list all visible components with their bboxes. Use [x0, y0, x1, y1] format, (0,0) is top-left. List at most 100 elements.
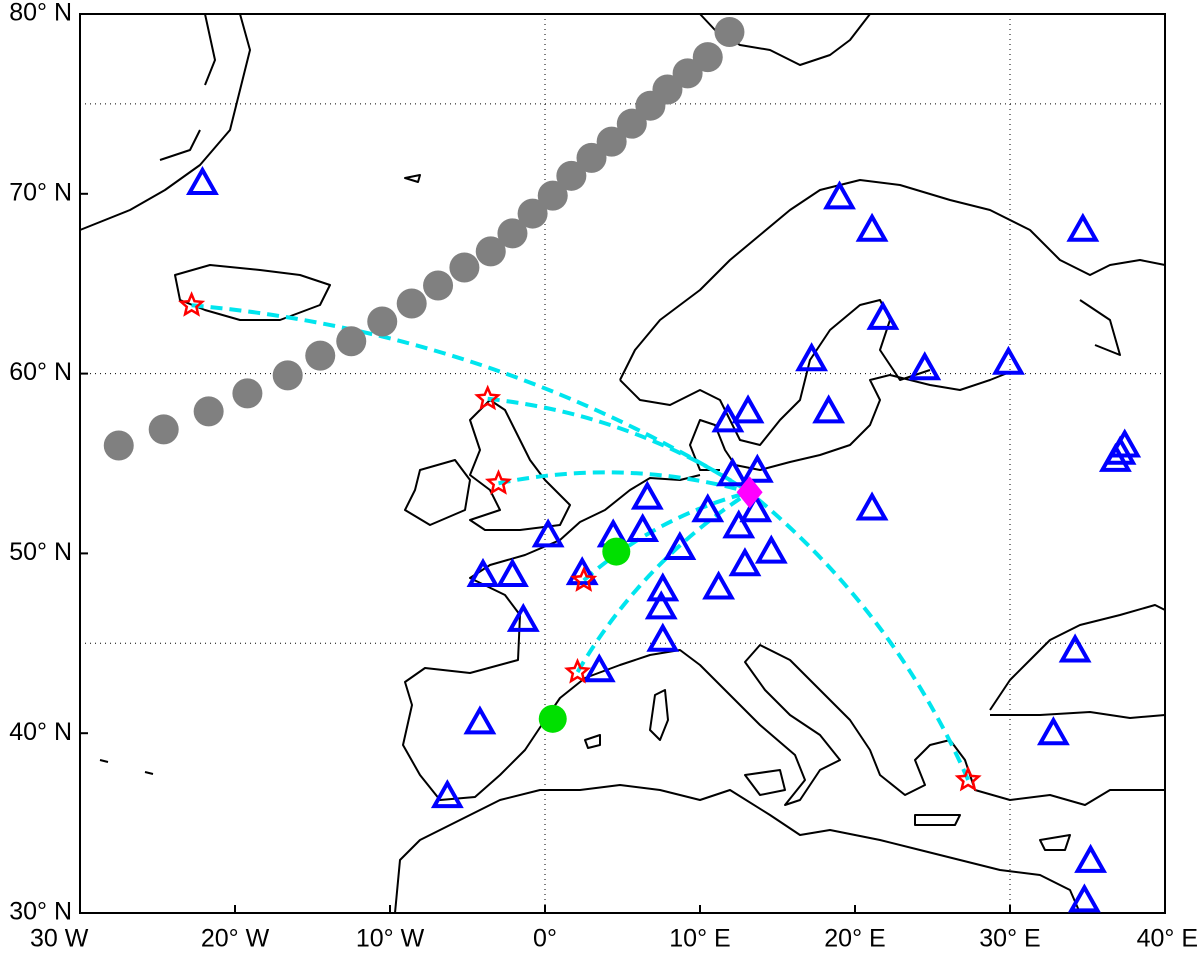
station: [463, 705, 497, 735]
green-point: [538, 704, 567, 733]
link: [575, 490, 751, 674]
source: [474, 384, 502, 411]
track-point: [517, 198, 548, 229]
coastline: [689, 371, 1011, 471]
track-point: [232, 378, 263, 409]
coastline: [989, 604, 1166, 719]
y-tick-label: 60° N: [9, 358, 72, 386]
track-point: [596, 126, 627, 157]
y-tick-label: 40° N: [9, 718, 72, 746]
station: [739, 493, 773, 523]
station: [740, 453, 774, 483]
x-tick-label: 10° W: [356, 925, 425, 953]
track-point: [336, 326, 367, 357]
link: [191, 303, 751, 494]
station: [582, 653, 616, 683]
track-point: [652, 74, 683, 105]
station: [1108, 428, 1142, 458]
track-point: [272, 360, 303, 391]
track-point: [367, 306, 398, 337]
x-tick-label: 30 W: [30, 925, 89, 953]
station: [908, 351, 942, 381]
station: [565, 556, 599, 586]
station: [866, 300, 900, 330]
y-tick-label: 50° N: [9, 538, 72, 566]
track-point: [497, 218, 528, 249]
station: [702, 570, 736, 600]
station: [1058, 633, 1092, 663]
source: [954, 765, 982, 792]
station: [728, 547, 762, 577]
link: [582, 490, 751, 582]
station: [1036, 716, 1070, 746]
source: [570, 566, 598, 592]
y-tick-label: 30° N: [9, 898, 72, 926]
x-tick-label: 0°: [533, 925, 557, 953]
track-point: [672, 58, 703, 89]
station: [496, 557, 529, 587]
station: [644, 590, 678, 620]
source: [178, 291, 206, 317]
coastline: [79, 13, 251, 231]
frame: [79, 13, 1166, 914]
coastline: [619, 179, 1166, 446]
track-point: [692, 42, 723, 73]
link: [498, 470, 751, 495]
source: [564, 657, 592, 684]
station: [691, 493, 725, 523]
station: [466, 557, 500, 587]
track-point: [193, 396, 224, 427]
x-tick-label: 40° E: [1137, 925, 1198, 953]
station: [992, 345, 1025, 375]
station: [626, 512, 660, 543]
station: [1067, 883, 1101, 913]
station: [186, 165, 219, 196]
station: [506, 602, 540, 632]
track-point: [423, 270, 454, 301]
ireland: [404, 459, 471, 526]
y-tick-label: 70° N: [9, 178, 72, 206]
coastline: [402, 474, 1165, 806]
uk: [469, 399, 571, 531]
track-point: [556, 160, 587, 191]
station: [754, 534, 788, 564]
y-tick-label: 80° N: [9, 0, 72, 27]
x-tick-label: 10° E: [669, 925, 730, 953]
track-point: [616, 108, 647, 139]
station: [722, 509, 756, 539]
station: [1074, 843, 1108, 873]
track-point: [103, 430, 134, 461]
target: [736, 476, 763, 509]
station: [430, 779, 464, 809]
coastlines: [79, 13, 1166, 914]
track-point: [537, 180, 568, 211]
station: [1066, 212, 1100, 242]
islands: [99, 174, 1071, 851]
x-tick-label: 20° E: [824, 925, 885, 953]
station: [823, 180, 856, 210]
green-point: [602, 537, 631, 566]
track-point: [714, 16, 745, 47]
station: [812, 394, 846, 424]
track-point: [396, 288, 427, 319]
x-tick-label: 30° E: [979, 925, 1040, 953]
station: [855, 212, 889, 242]
station: [663, 530, 697, 561]
x-tick-label: 20° W: [201, 925, 270, 953]
link: [487, 396, 751, 494]
track-point: [148, 414, 179, 445]
station: [646, 622, 680, 652]
track-point: [449, 252, 480, 283]
coastline: [394, 784, 1081, 914]
station: [716, 457, 749, 487]
track-point: [305, 340, 336, 371]
track-point: [576, 142, 607, 173]
track-point: [475, 236, 506, 267]
link: [748, 490, 970, 781]
station: [630, 480, 664, 510]
station: [855, 491, 889, 521]
station: [795, 342, 829, 372]
station: [531, 518, 565, 548]
source: [484, 469, 513, 495]
